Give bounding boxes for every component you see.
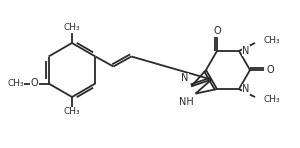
- Text: N: N: [181, 73, 188, 83]
- Text: O: O: [31, 78, 38, 89]
- Text: O: O: [213, 26, 221, 36]
- Text: CH₃: CH₃: [7, 79, 24, 88]
- Text: N: N: [181, 73, 188, 83]
- Text: CH₃: CH₃: [264, 36, 280, 45]
- Text: O: O: [31, 78, 38, 89]
- Text: O: O: [266, 65, 274, 75]
- Text: CH₃: CH₃: [7, 79, 24, 88]
- Text: CH₃: CH₃: [264, 36, 280, 45]
- Text: CH₃: CH₃: [64, 107, 80, 116]
- Text: NH: NH: [179, 97, 194, 107]
- Text: NH: NH: [179, 97, 194, 107]
- Text: N: N: [242, 46, 249, 56]
- Text: O: O: [266, 65, 274, 75]
- Text: CH₃: CH₃: [264, 95, 280, 104]
- Text: CH₃: CH₃: [64, 24, 80, 33]
- Text: CH₃: CH₃: [264, 95, 280, 104]
- Text: N: N: [242, 46, 249, 56]
- Text: CH₃: CH₃: [64, 107, 80, 116]
- Text: N: N: [242, 84, 249, 94]
- Text: N: N: [242, 84, 249, 94]
- Text: O: O: [213, 26, 221, 36]
- Text: CH₃: CH₃: [64, 24, 80, 33]
